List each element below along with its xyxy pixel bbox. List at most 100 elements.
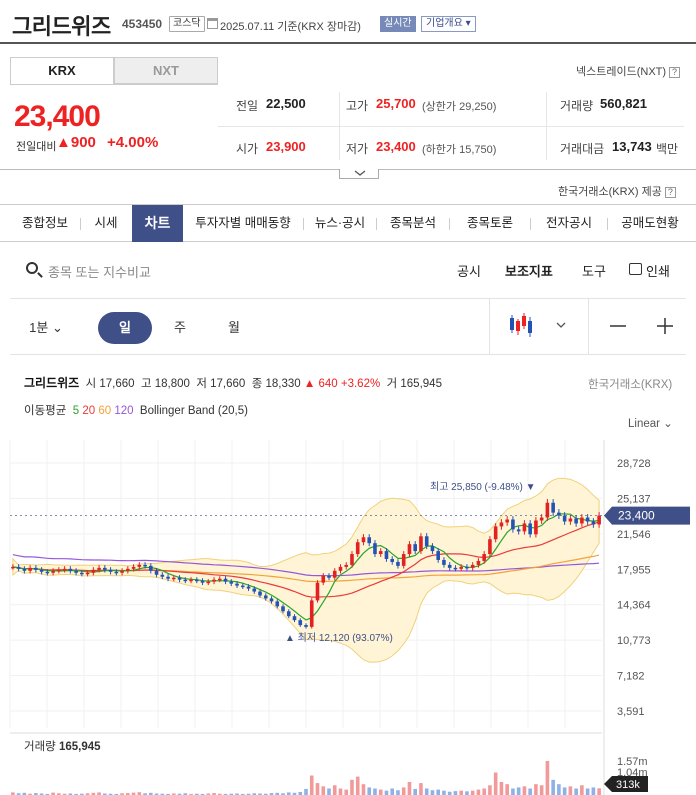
- expand-toggle[interactable]: [339, 169, 379, 179]
- volume-bar: [206, 793, 211, 795]
- period-week[interactable]: 주: [174, 320, 186, 335]
- period-month[interactable]: 월: [228, 320, 240, 335]
- volume-bar: [229, 793, 234, 795]
- candle: [286, 609, 291, 619]
- ma120-line: [12, 554, 600, 577]
- candle: [131, 564, 136, 572]
- candle: [200, 578, 205, 586]
- volume-bar: [11, 792, 15, 795]
- volume-bar: [419, 783, 423, 795]
- candle: [229, 579, 234, 587]
- upper-limit: (상한가 29,250): [422, 101, 497, 113]
- volume-bar: [286, 792, 291, 795]
- candle: [436, 548, 440, 563]
- candle: [22, 566, 27, 574]
- open-label: 시가: [236, 142, 259, 156]
- candle: [511, 516, 515, 533]
- tab-nxt[interactable]: NXT: [114, 57, 218, 84]
- volume-bar: [34, 793, 38, 795]
- volume-bar: [62, 793, 67, 795]
- candle: [149, 563, 153, 574]
- volume-bar: [16, 793, 21, 795]
- realtime-badge[interactable]: 실시간: [380, 16, 416, 32]
- tab-quotes[interactable]: 시세: [94, 216, 118, 230]
- volume-bar: [476, 789, 481, 795]
- tab-discussion[interactable]: 종목토론: [466, 216, 513, 230]
- candle: [51, 568, 55, 576]
- zoom-out-button[interactable]: [594, 299, 642, 354]
- volume-bar: [465, 791, 469, 795]
- volume-bar: [194, 793, 199, 795]
- zoom-in-button[interactable]: [642, 299, 690, 354]
- candle: [390, 556, 395, 565]
- tab-disclosure[interactable]: 전자공시: [545, 216, 592, 230]
- indicators-button[interactable]: 보조지표: [505, 264, 553, 279]
- chart-type-button[interactable]: [489, 299, 589, 354]
- candle: [315, 580, 320, 603]
- volume-bar: [488, 785, 492, 795]
- volume-bar: [493, 772, 498, 795]
- volume-bar: [212, 793, 216, 795]
- tab-chart[interactable]: 차트: [132, 205, 183, 242]
- candle: [327, 573, 331, 581]
- tab-news[interactable]: 뉴스·공시: [314, 216, 366, 230]
- candle: [545, 499, 550, 521]
- volume-bar: [511, 788, 515, 795]
- y-tick-label: 3,591: [617, 706, 645, 718]
- volume-bar: [597, 788, 601, 795]
- volume-bar: [413, 788, 418, 795]
- candle: [223, 576, 228, 585]
- volume-bar: [183, 793, 188, 795]
- volume-bar: [436, 789, 440, 795]
- period-minute[interactable]: 1분 ⌄: [29, 320, 63, 335]
- volume-bar: [252, 793, 257, 795]
- candle: [442, 557, 446, 568]
- volume-bar: [235, 793, 239, 795]
- period-day[interactable]: 일: [98, 312, 152, 344]
- candle: [528, 520, 532, 538]
- volume-bar: [447, 791, 452, 795]
- volume-bar: [292, 792, 297, 795]
- plus-icon: [657, 318, 673, 334]
- scale-selector[interactable]: Linear ⌄: [628, 418, 673, 430]
- help-icon[interactable]: ?: [669, 66, 681, 78]
- volume-bar: [505, 784, 509, 795]
- disclosure-button[interactable]: 공시: [457, 264, 481, 279]
- candle: [172, 575, 176, 582]
- volume-bar: [355, 776, 360, 795]
- volume-bar: [68, 793, 73, 795]
- search-icon[interactable]: [26, 262, 38, 274]
- candle: [74, 568, 78, 576]
- candle: [103, 565, 107, 573]
- candle: [57, 567, 61, 574]
- company-overview-button[interactable]: 기업개요 ▾: [421, 16, 476, 32]
- y-tick-label: 21,546: [617, 529, 651, 541]
- help-icon[interactable]: ?: [664, 186, 676, 198]
- tab-overview[interactable]: 종합정보: [21, 216, 68, 230]
- moving-average-legend: 이동평균 5 20 60 120 Bollinger Band (20,5): [24, 405, 248, 417]
- candle: [407, 541, 412, 557]
- candle: [367, 534, 372, 547]
- search-input[interactable]: 종목 또는 지수비교: [48, 265, 151, 280]
- current-price: 23,400: [14, 100, 101, 133]
- tab-investor-trend[interactable]: 투자자별 매매동향: [195, 216, 291, 230]
- volume-bar: [149, 792, 153, 795]
- candle: [568, 515, 573, 525]
- volume-bar: [39, 793, 44, 795]
- nxt-trade-label: 넥스트레이드(NXT)?: [576, 63, 681, 79]
- y-tick-label: 10,773: [617, 635, 651, 647]
- candle: [476, 558, 481, 568]
- tab-short-selling[interactable]: 공매도현황: [621, 216, 679, 230]
- candle: [413, 541, 418, 555]
- print-icon[interactable]: [629, 263, 642, 275]
- volume-bar: [80, 793, 84, 795]
- chevron-down-icon: [354, 170, 366, 176]
- tab-analysis[interactable]: 종목분석: [389, 216, 436, 230]
- tools-button[interactable]: 도구: [582, 264, 606, 279]
- volume-bar: [585, 788, 590, 795]
- print-button[interactable]: 인쇄: [646, 264, 670, 279]
- candle: [62, 566, 67, 573]
- tab-krx[interactable]: KRX: [10, 57, 114, 84]
- volume-bar: [459, 790, 463, 795]
